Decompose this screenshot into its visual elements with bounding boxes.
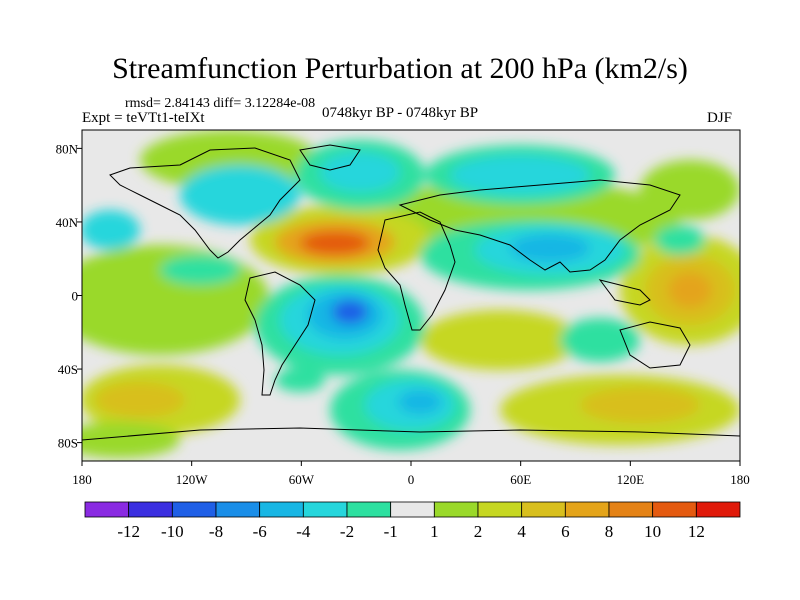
period-label: 0748kyr BP - 0748kyr BP [322, 105, 479, 121]
colorbar-swatch [695, 501, 741, 518]
lon-tick-label: 180 [730, 472, 750, 487]
colorbar-swatch [171, 501, 217, 518]
colorbar-tick-label: 2 [474, 522, 483, 541]
colorbar-swatch [652, 501, 697, 518]
colorbar-tick-label: -2 [340, 522, 354, 541]
colorbar-swatch [390, 501, 435, 518]
colorbar-swatch [259, 501, 304, 518]
stats-line: rmsd= 2.84143 diff= 3.12284e-08 [125, 96, 316, 111]
longitude-axis: 180 120W 60W 0 60E 120E 180 [72, 461, 750, 487]
colorbar-swatch [477, 501, 523, 518]
streamfunction-field [82, 130, 740, 461]
season-label: DJF [707, 110, 733, 126]
latitude-axis: 80N 40N 0 40S 80S [56, 141, 82, 451]
colorbar-swatch [302, 501, 348, 518]
colorbar-swatch [521, 501, 566, 518]
colorbar-swatch [84, 501, 130, 518]
colorbar-swatch [215, 501, 261, 518]
lat-tick-label: 0 [72, 289, 79, 304]
lon-tick-label: 0 [408, 472, 415, 487]
experiment-label: Expt = teVTt1-teIXt [82, 110, 205, 126]
field-contours [82, 130, 740, 458]
lat-tick-label: 80N [56, 141, 79, 156]
lon-tick-label: 120W [176, 472, 209, 487]
lon-tick-label: 120E [617, 472, 645, 487]
coastlines [82, 144, 740, 441]
colorbar-swatch [128, 501, 173, 518]
colorbar-swatch [608, 501, 654, 518]
colorbar-tick-label: 12 [688, 522, 705, 541]
lon-tick-label: 180 [72, 472, 92, 487]
colorbar-tick-label: 4 [517, 522, 526, 541]
lat-tick-label: 40S [58, 362, 78, 377]
lon-tick-label: 60E [510, 472, 531, 487]
colorbar-swatch [433, 501, 479, 518]
colorbar-tick-label: -8 [209, 522, 223, 541]
colorbar-tick-label: -4 [296, 522, 311, 541]
colorbar-tick-label: -10 [161, 522, 184, 541]
colorbar-tick-label: 8 [605, 522, 614, 541]
lat-tick-label: 80S [58, 436, 78, 451]
colorbar-swatch [346, 501, 392, 518]
lon-tick-label: 60W [289, 472, 315, 487]
chart-title: Streamfunction Perturbation at 200 hPa (… [112, 52, 688, 85]
lat-tick-label: 40N [56, 215, 79, 230]
colorbar-tick-label: -12 [117, 522, 140, 541]
colorbar-tick-label: 1 [430, 522, 439, 541]
colorbar-tick-label: 10 [644, 522, 661, 541]
colorbar-swatch [564, 501, 610, 518]
colorbar-tick-label: 6 [561, 522, 570, 541]
colorbar-tick-label: -6 [253, 522, 267, 541]
colorbar-tick-label: -1 [384, 522, 398, 541]
colorbar-labels: -12 -10 -8 -6 -4 -2 -1 1 2 4 6 8 10 12 [117, 522, 705, 541]
colorbar [84, 501, 741, 518]
